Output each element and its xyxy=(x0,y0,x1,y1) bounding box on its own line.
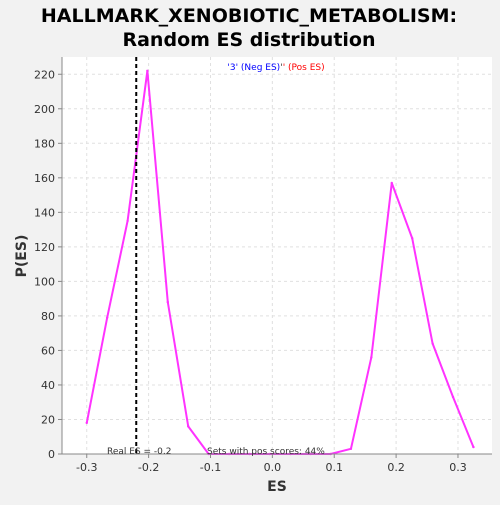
real-es-label: Real ES = -0.2 xyxy=(107,447,172,457)
data-point xyxy=(390,181,393,185)
data-point xyxy=(146,69,149,73)
y-tick-label: 140 xyxy=(34,206,55,219)
data-point xyxy=(85,421,88,425)
x-tick-label: 0.2 xyxy=(387,461,405,474)
x-tick-label: -0.3 xyxy=(76,461,97,474)
y-tick-label: 0 xyxy=(48,448,55,461)
grid-layer xyxy=(62,57,492,455)
chart-title-line2: Random ES distribution xyxy=(122,29,375,51)
y-tick-label: 120 xyxy=(34,241,55,254)
data-point xyxy=(126,219,129,223)
legend-neg-entry: '3' (Neg ES) xyxy=(227,63,280,73)
y-tick-label: 20 xyxy=(41,413,55,426)
legend: '3' (Neg ES)'' (Pos ES) xyxy=(227,63,324,73)
y-tick-label: 160 xyxy=(34,172,55,185)
plot-area xyxy=(62,57,492,454)
data-point xyxy=(370,356,373,359)
data-point xyxy=(472,445,475,449)
axes-layer: -0.3 -0.2 -0.1 0.0 0.1 0.2 0.3 0 20 40 60 80 100 120 1… xyxy=(34,57,492,474)
y-tick-label: 200 xyxy=(34,103,55,116)
y-tick-label: 100 xyxy=(34,275,55,288)
x-tick-label: 0.1 xyxy=(325,461,343,474)
x-tick-label: -0.2 xyxy=(138,461,159,474)
y-tick-label: 180 xyxy=(34,137,55,150)
data-point xyxy=(349,447,353,451)
legend-pos-entry: ' (Pos ES) xyxy=(283,63,325,73)
data-point xyxy=(166,300,169,304)
data-point xyxy=(410,237,414,240)
pos-scores-label: Sets with pos scores: 44% xyxy=(207,447,325,457)
data-point xyxy=(105,316,109,319)
y-axis-label: P(ES) xyxy=(14,235,30,278)
y-tick-label: 80 xyxy=(41,310,55,323)
y-tick-label: 40 xyxy=(41,379,55,392)
x-axis-label: ES xyxy=(267,479,287,495)
data-point xyxy=(451,395,455,399)
chart-title-line1: HALLMARK_XENOBIOTIC_METABOLISM: xyxy=(41,5,457,27)
y-tick-label: 220 xyxy=(34,68,55,81)
x-tick-label: -0.1 xyxy=(200,461,221,474)
legend-separator: ' xyxy=(280,63,282,73)
data-point xyxy=(187,425,190,428)
y-tick-label: 60 xyxy=(41,344,55,357)
x-tick-label: 0.0 xyxy=(264,461,282,474)
data-point xyxy=(431,342,434,345)
x-tick-label: 0.3 xyxy=(449,461,467,474)
